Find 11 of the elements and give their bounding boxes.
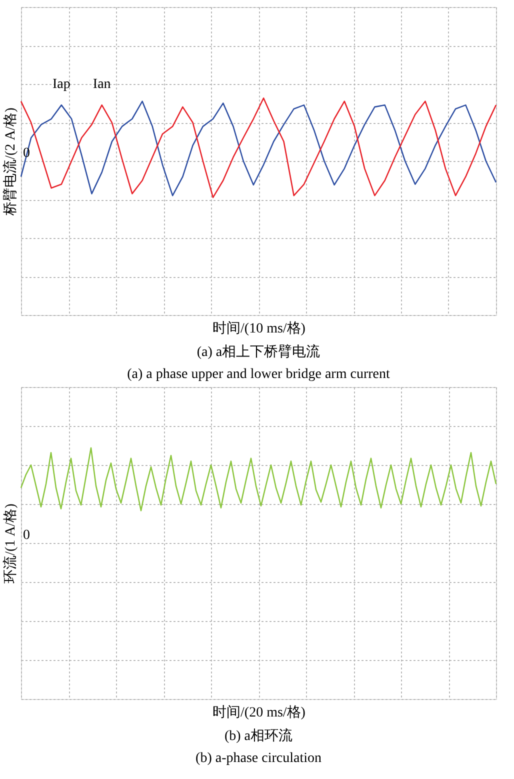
y-axis-title: 桥臂电流/(2 A/格) xyxy=(2,107,18,216)
text: (b) a-phase circulation xyxy=(196,751,322,766)
y-axis-title: 环流/(1 A/格) xyxy=(2,503,18,584)
annotation: 0 xyxy=(23,528,30,543)
text: (a) a phase upper and lower bridge arm current xyxy=(127,367,390,382)
text: (b) a相环流 xyxy=(224,728,293,744)
x-axis-title: 时间/(20 ms/格) xyxy=(212,704,306,720)
series-label: Iap xyxy=(52,77,70,92)
series-label: Ian xyxy=(92,77,111,92)
text: (a) a相上下桥臂电流 xyxy=(196,344,320,360)
x-axis-title: 时间/(10 ms/格) xyxy=(212,320,306,336)
